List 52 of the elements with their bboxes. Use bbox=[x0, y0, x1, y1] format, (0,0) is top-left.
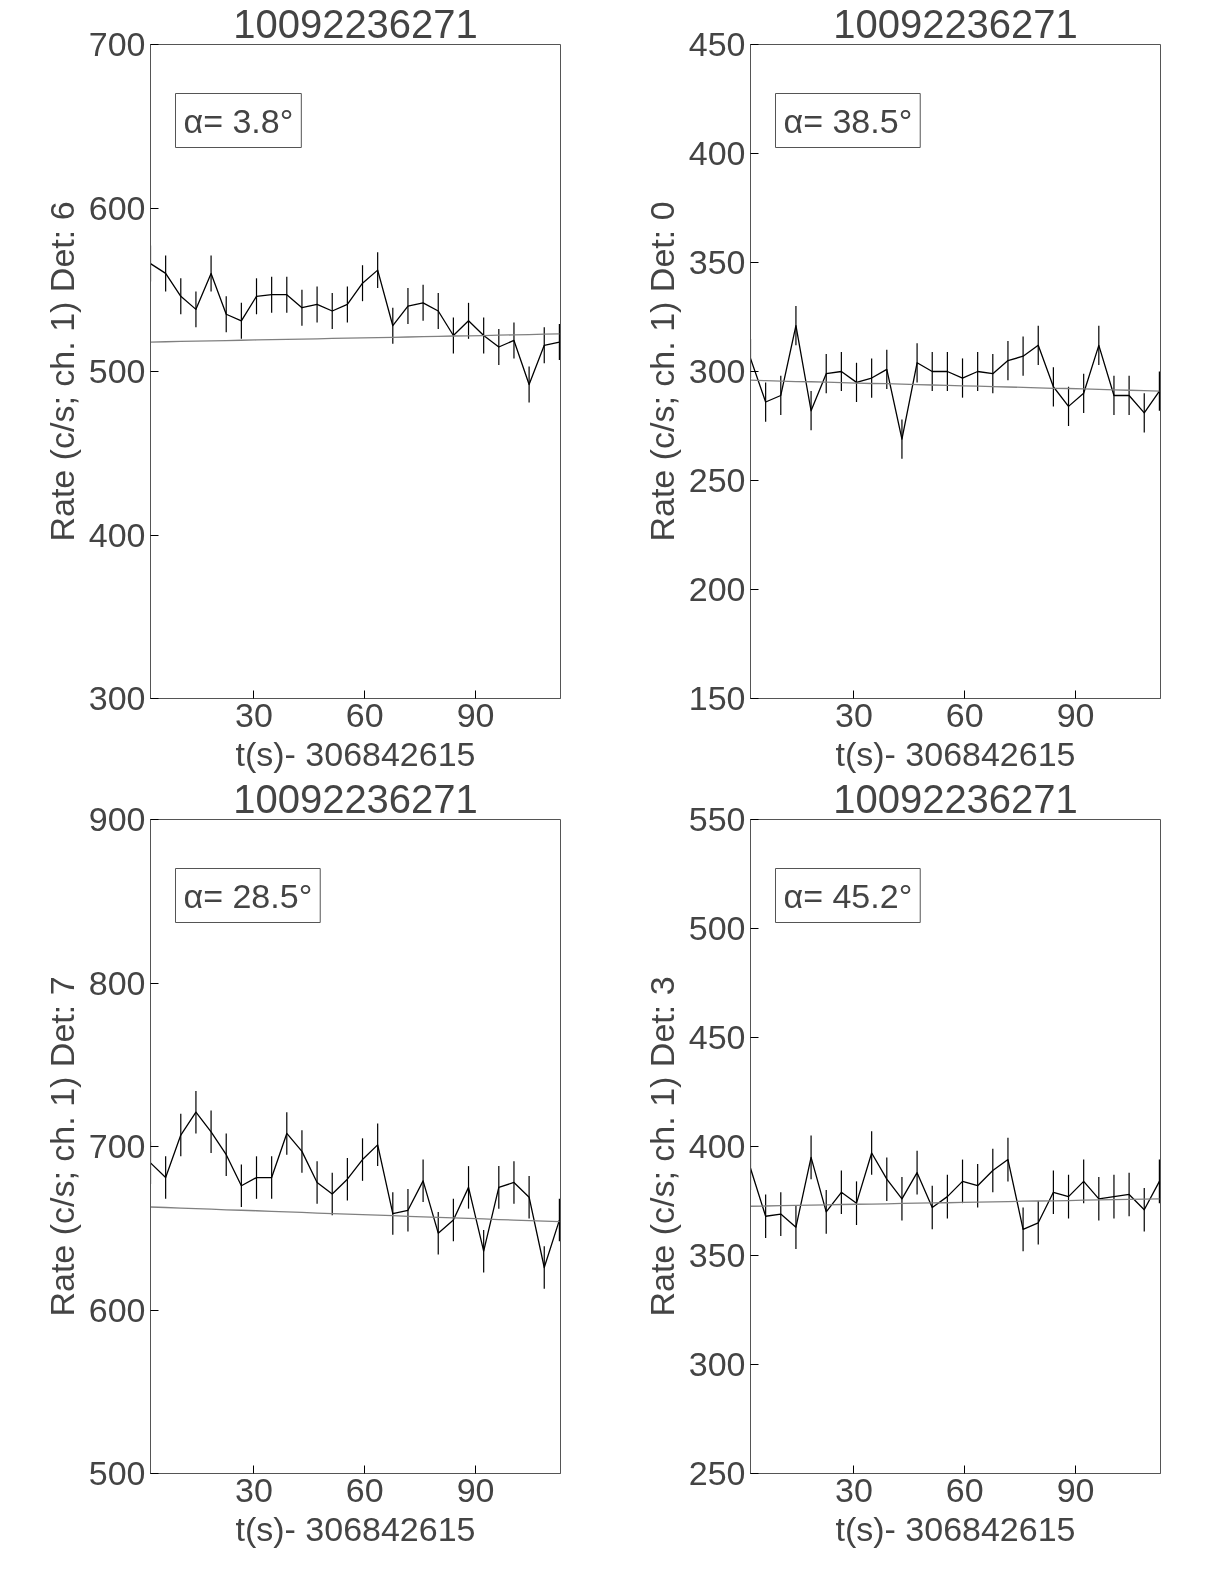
x-tick-label: 60 bbox=[945, 1470, 984, 1509]
annotation: α= 45.2° bbox=[783, 876, 913, 915]
chart-title: 10092236271 bbox=[833, 776, 1078, 821]
x-axis-title: t(s)- 306842615 bbox=[835, 1509, 1076, 1548]
y-tick-label: 300 bbox=[88, 679, 146, 717]
y-tick-label: 400 bbox=[688, 1127, 746, 1165]
y-tick-label: 200 bbox=[688, 570, 746, 608]
y-tick-label: 450 bbox=[688, 25, 746, 63]
x-tick-label: 90 bbox=[456, 695, 495, 734]
y-tick-label: 250 bbox=[688, 461, 746, 499]
y-tick-label: 500 bbox=[88, 1454, 146, 1492]
y-axis-title: Rate (c/s; ch. 1) Det: 7 bbox=[42, 976, 81, 1317]
y-tick-label: 150 bbox=[688, 679, 746, 717]
x-tick-label: 60 bbox=[345, 1470, 384, 1509]
chart-title: 10092236271 bbox=[833, 1, 1078, 46]
y-tick-label: 500 bbox=[88, 352, 146, 390]
y-tick-label: 300 bbox=[688, 1345, 746, 1383]
y-tick-label: 500 bbox=[688, 909, 746, 947]
chart-title: 10092236271 bbox=[233, 1, 478, 46]
x-axis-title: t(s)- 306842615 bbox=[835, 734, 1076, 773]
y-tick-label: 600 bbox=[88, 1290, 146, 1329]
annotation: α= 38.5° bbox=[783, 101, 913, 140]
y-tick-label: 900 bbox=[88, 800, 146, 838]
y-tick-label: 250 bbox=[688, 1454, 746, 1492]
x-tick-label: 60 bbox=[345, 695, 384, 734]
y-axis-title: Rate (c/s; ch. 1) Det: 0 bbox=[642, 201, 681, 542]
y-tick-label: 300 bbox=[688, 352, 746, 390]
x-tick-label: 30 bbox=[235, 1470, 273, 1509]
y-axis-title: Rate (c/s; ch. 1) Det: 6 bbox=[42, 201, 81, 542]
y-tick-label: 400 bbox=[88, 515, 146, 554]
y-tick-label: 350 bbox=[688, 243, 746, 281]
y-tick-label: 450 bbox=[688, 1018, 746, 1056]
y-axis-title: Rate (c/s; ch. 1) Det: 3 bbox=[642, 976, 681, 1317]
x-tick-label: 90 bbox=[1056, 695, 1095, 734]
x-tick-label: 30 bbox=[235, 695, 273, 734]
x-axis-title: t(s)- 306842615 bbox=[235, 734, 476, 773]
x-tick-label: 30 bbox=[835, 1470, 873, 1509]
x-tick-label: 60 bbox=[945, 695, 984, 734]
y-tick-label: 550 bbox=[688, 800, 746, 838]
chart-title: 10092236271 bbox=[233, 776, 478, 821]
y-tick-label: 350 bbox=[688, 1236, 746, 1274]
x-tick-label: 90 bbox=[1056, 1470, 1095, 1509]
y-tick-label: 700 bbox=[88, 25, 146, 63]
y-tick-label: 800 bbox=[88, 963, 146, 1002]
x-tick-label: 90 bbox=[456, 1470, 495, 1509]
y-tick-label: 400 bbox=[688, 134, 746, 172]
y-tick-label: 700 bbox=[88, 1127, 146, 1165]
x-axis-title: t(s)- 306842615 bbox=[235, 1509, 476, 1548]
y-tick-label: 600 bbox=[88, 188, 146, 227]
annotation: α= 3.8° bbox=[183, 101, 294, 140]
annotation: α= 28.5° bbox=[183, 876, 313, 915]
x-tick-label: 30 bbox=[835, 695, 873, 734]
